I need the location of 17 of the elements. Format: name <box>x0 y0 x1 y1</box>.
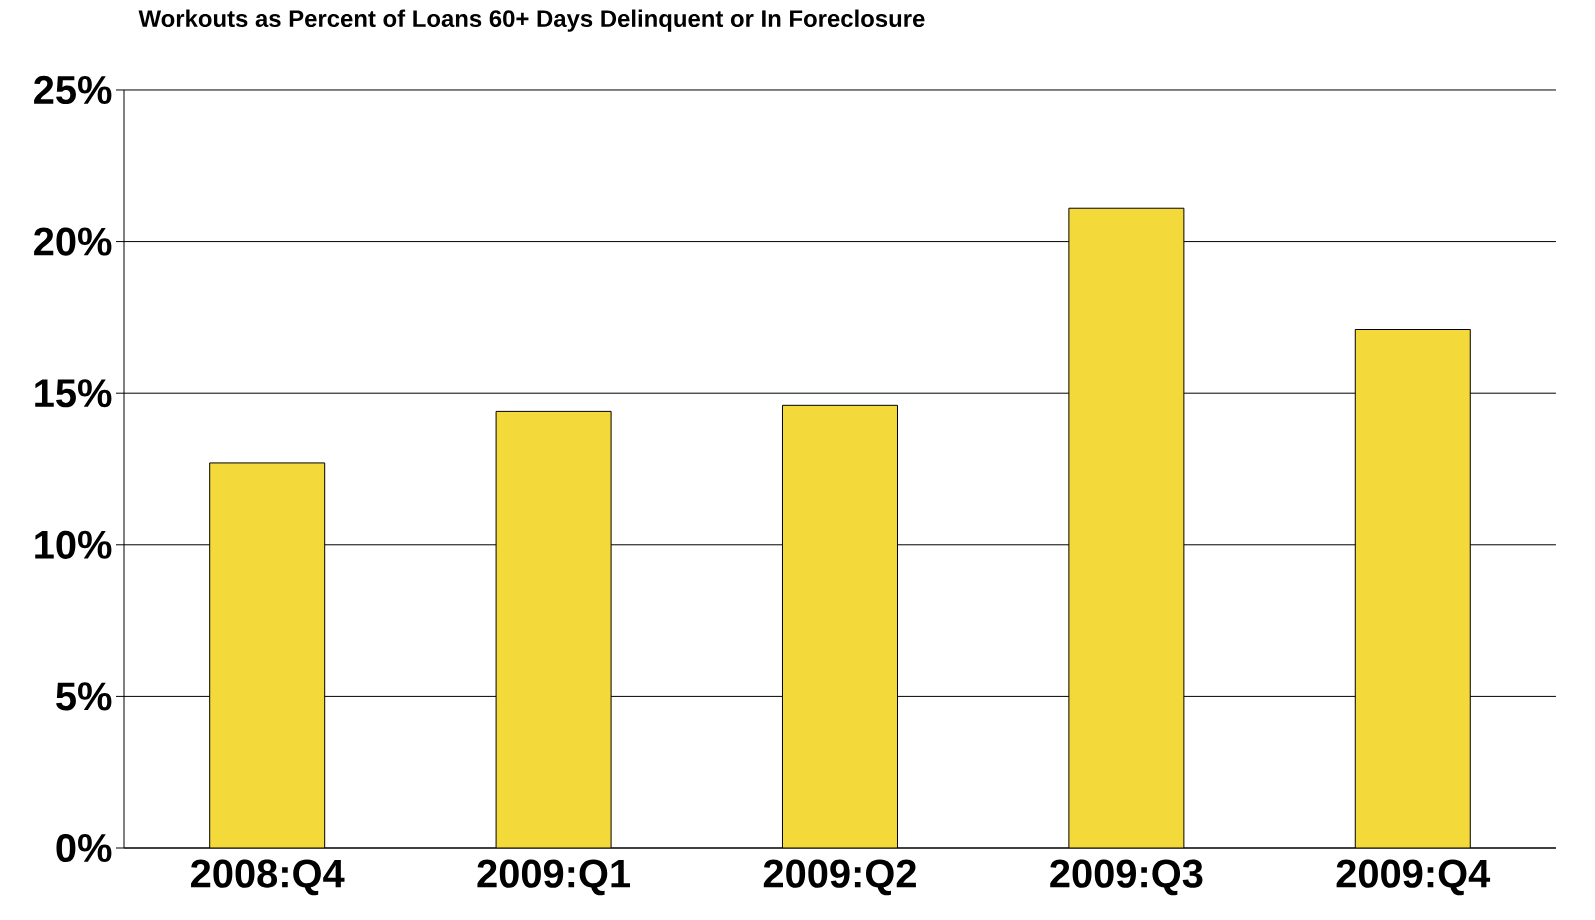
y-tick-label: 10% <box>35 530 112 559</box>
y-tick-label: 0% <box>56 833 112 863</box>
bar <box>1068 207 1185 848</box>
y-tick-label: 25% <box>34 75 112 105</box>
x-tick-label: 2009:Q1 <box>477 859 630 896</box>
x-tick-label: 2009:Q2 <box>763 859 916 896</box>
bar <box>1354 329 1471 848</box>
bar <box>781 404 898 848</box>
chart-title: Workouts as Percent of Loans 60+ Days Delinquent or In Foreclosure <box>138 9 925 32</box>
x-tick-label: 2009:Q4 <box>1336 859 1491 896</box>
bar <box>209 462 326 848</box>
bar <box>495 410 612 848</box>
x-tick-label: 2008:Q4 <box>191 859 345 896</box>
y-tick-label: 5% <box>56 682 112 711</box>
y-tick-label: 20% <box>34 227 112 256</box>
y-tick-label: 15% <box>35 379 112 408</box>
x-tick-label: 2009:Q3 <box>1050 859 1203 896</box>
